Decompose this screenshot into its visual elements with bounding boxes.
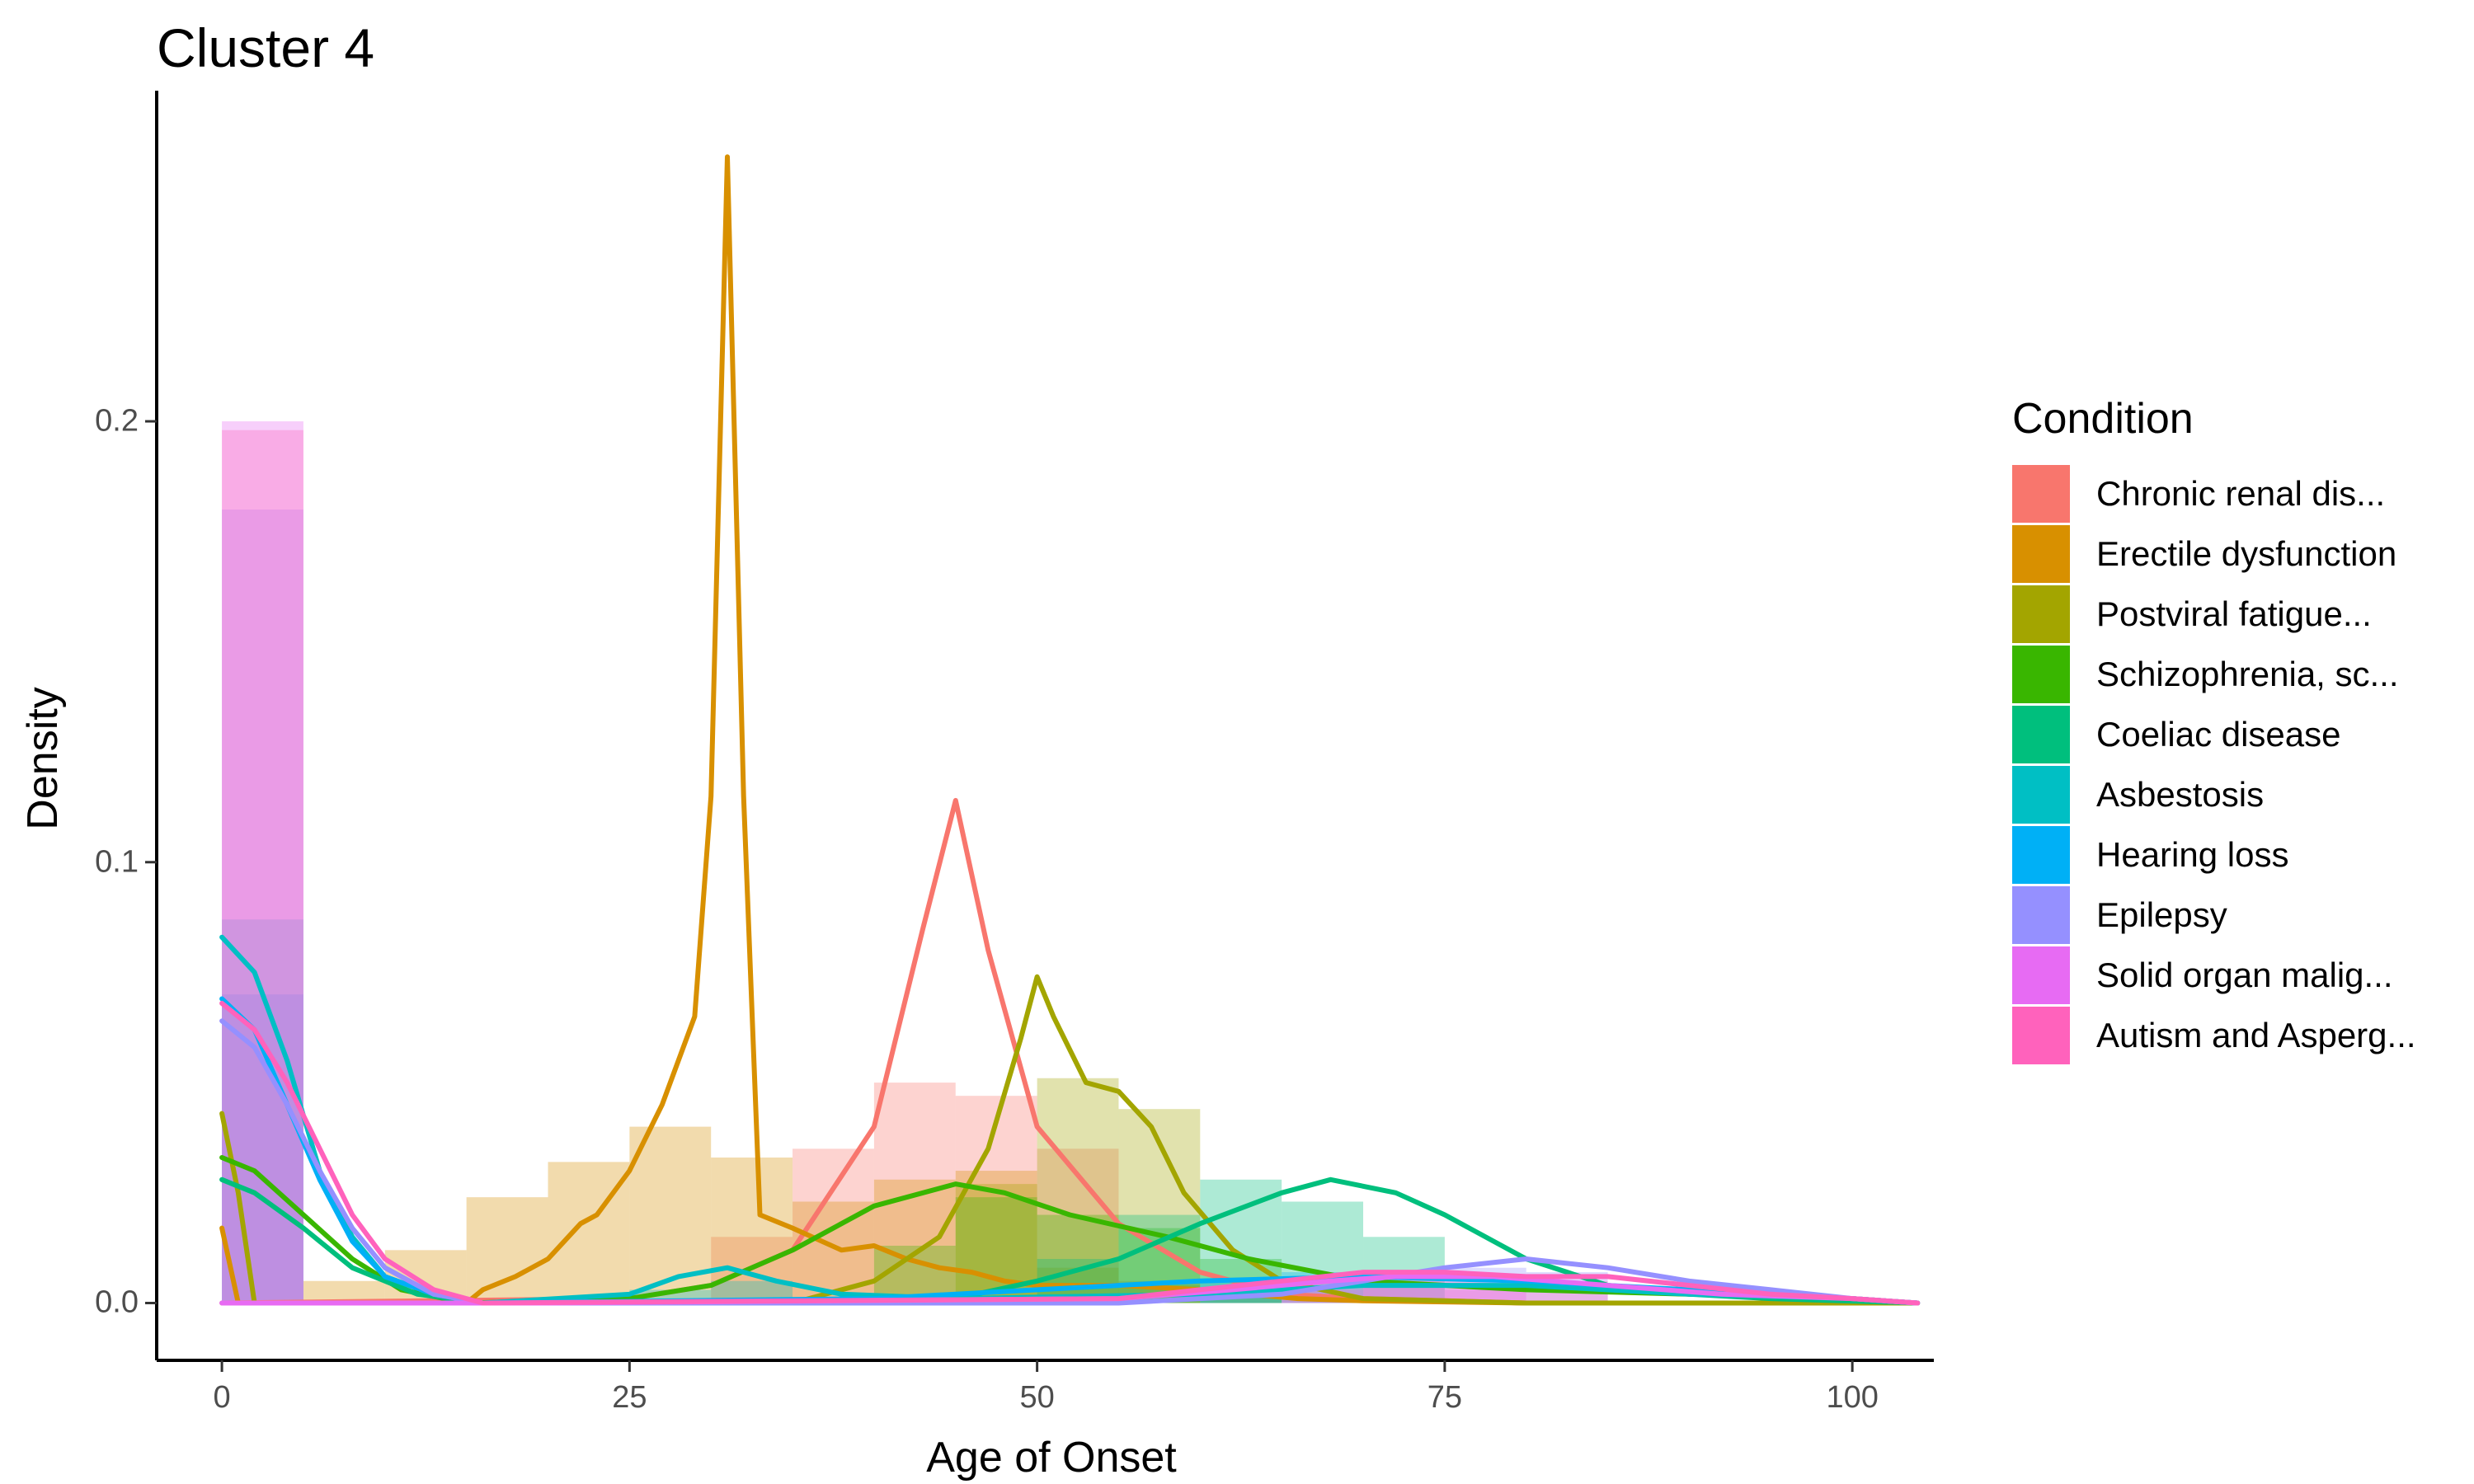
legend: Condition Chronic renal dis... Erectile d… [2012,394,2416,1065]
legend-label: Chronic renal dis... [2096,474,2385,514]
legend-item: Epilepsy [2012,885,2416,945]
legend-item: Erectile dysfunction [2012,524,2416,584]
histogram-bar [467,1197,548,1303]
legend-item: Postviral fatigue... [2012,584,2416,644]
legend-label: Schizophrenia, sc... [2096,655,2399,694]
legend-item: Chronic renal dis... [2012,463,2416,524]
legend-color-key [2012,706,2070,763]
legend-title: Condition [2012,394,2416,444]
legend-items: Chronic renal dis... Erectile dysfunction… [2012,463,2416,1065]
legend-item: Autism and Asperg... [2012,1005,2416,1065]
legend-item: Hearing loss [2012,824,2416,885]
y-tick-label: 0.0 [95,1285,139,1321]
legend-label: Epilepsy [2096,895,2227,935]
x-tick-label: 25 [612,1380,647,1416]
histogram-bar [629,1127,711,1303]
legend-color-key [2012,946,2070,1004]
legend-item: Solid organ malig... [2012,945,2416,1005]
legend-label: Erectile dysfunction [2096,534,2396,574]
legend-color-key [2012,886,2070,944]
legend-label: Asbestosis [2096,775,2264,815]
legend-label: Autism and Asperg... [2096,1016,2416,1055]
legend-label: Solid organ malig... [2096,956,2393,995]
legend-color-key [2012,766,2070,824]
legend-label: Hearing loss [2096,835,2288,875]
legend-color-key [2012,1007,2070,1064]
legend-label: Coeliac disease [2096,715,2341,754]
legend-item: Asbestosis [2012,764,2416,824]
y-tick-label: 0.1 [95,844,139,880]
x-tick-label: 100 [1826,1380,1878,1416]
legend-color-key [2012,585,2070,643]
legend-label: Postviral fatigue... [2096,594,2372,634]
legend-color-key [2012,525,2070,583]
legend-color-key [2012,826,2070,884]
x-tick-label: 50 [1019,1380,1054,1416]
legend-item: Coeliac disease [2012,704,2416,764]
x-tick-label: 0 [214,1380,231,1416]
x-tick-label: 75 [1427,1380,1462,1416]
y-tick-label: 0.2 [95,404,139,439]
legend-color-key [2012,465,2070,523]
legend-item: Schizophrenia, sc... [2012,644,2416,704]
legend-color-key [2012,646,2070,703]
histogram-bar [956,1197,1037,1303]
